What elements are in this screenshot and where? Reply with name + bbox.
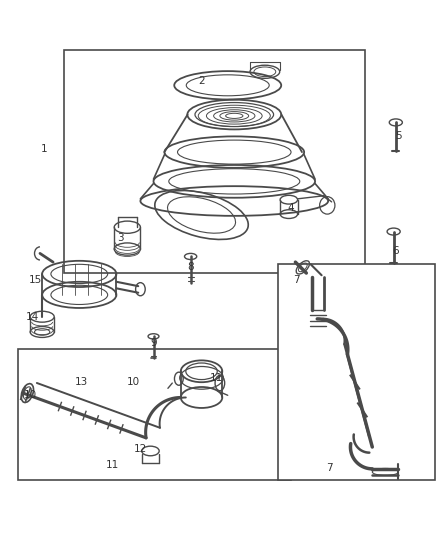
Bar <box>18 350 291 480</box>
Text: 15: 15 <box>29 274 42 285</box>
Bar <box>278 264 435 480</box>
Text: 2: 2 <box>198 76 205 86</box>
Text: 4: 4 <box>288 203 294 213</box>
Text: 12: 12 <box>134 443 147 454</box>
Text: 11: 11 <box>210 373 223 383</box>
Text: 9: 9 <box>150 338 157 348</box>
Text: 6: 6 <box>392 246 399 256</box>
Text: 1: 1 <box>41 143 48 154</box>
Text: 10: 10 <box>127 377 141 387</box>
Text: 10: 10 <box>24 390 37 400</box>
Text: 7: 7 <box>327 463 333 473</box>
Text: 3: 3 <box>117 233 124 243</box>
Text: 5: 5 <box>395 131 401 141</box>
Bar <box>64 51 365 273</box>
Text: 8: 8 <box>187 262 194 271</box>
Text: 14: 14 <box>25 312 39 322</box>
Text: 11: 11 <box>106 460 119 470</box>
Text: 7: 7 <box>293 274 300 285</box>
Text: 13: 13 <box>75 377 88 387</box>
